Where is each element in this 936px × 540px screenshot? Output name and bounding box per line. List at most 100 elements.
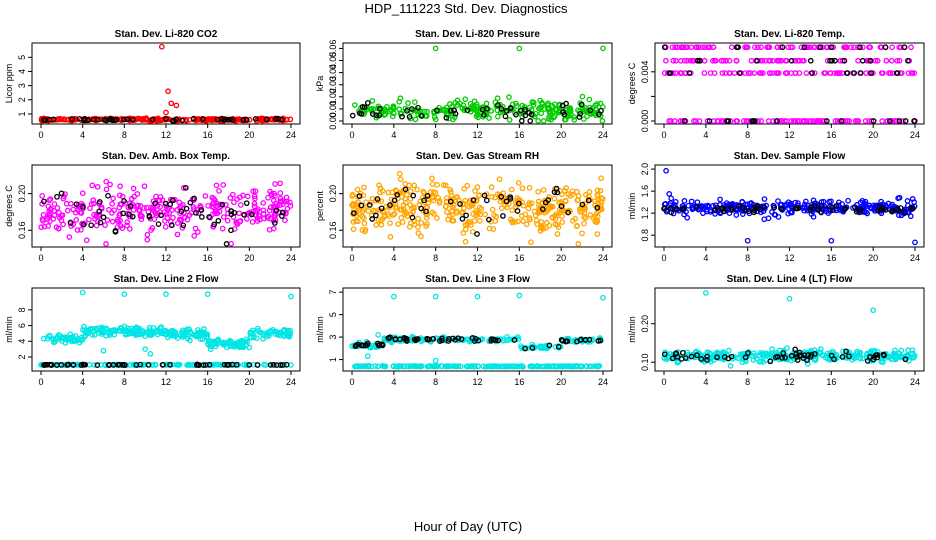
data-point bbox=[219, 201, 226, 208]
data-point bbox=[573, 223, 580, 230]
data-point bbox=[424, 193, 431, 199]
data-point bbox=[62, 191, 68, 197]
data-point bbox=[54, 334, 61, 340]
data-point bbox=[272, 213, 278, 219]
data-point bbox=[886, 118, 893, 124]
data-point bbox=[599, 118, 606, 124]
data-point bbox=[407, 202, 414, 208]
x-axis-label: Hour of Day (UTC) bbox=[414, 519, 522, 534]
data-point bbox=[107, 181, 113, 188]
data-point bbox=[464, 107, 471, 114]
data-point bbox=[678, 356, 685, 362]
data-point bbox=[365, 208, 372, 214]
data-point bbox=[54, 193, 60, 200]
data-point bbox=[150, 207, 157, 214]
data-point bbox=[257, 329, 264, 336]
data-point bbox=[666, 191, 673, 197]
data-point bbox=[491, 363, 498, 369]
data-point bbox=[287, 199, 293, 206]
data-point bbox=[578, 336, 584, 343]
data-point bbox=[180, 185, 187, 191]
data-point bbox=[520, 218, 527, 225]
data-point bbox=[170, 214, 176, 221]
data-point bbox=[785, 210, 791, 217]
data-point bbox=[379, 342, 386, 349]
data-point bbox=[450, 217, 457, 224]
data-point bbox=[498, 205, 505, 211]
data-point bbox=[390, 293, 397, 300]
y-tick-label: 5 bbox=[328, 312, 338, 317]
data-point bbox=[67, 220, 74, 226]
x-tick-label: 12 bbox=[472, 253, 482, 263]
data-point bbox=[60, 195, 67, 202]
x-tick-label: 12 bbox=[161, 253, 171, 263]
data-point bbox=[359, 103, 366, 110]
data-point bbox=[269, 326, 276, 333]
data-point bbox=[868, 348, 875, 354]
data-point bbox=[724, 118, 730, 124]
data-point bbox=[752, 44, 758, 51]
data-point bbox=[241, 212, 247, 218]
data-point bbox=[526, 110, 533, 116]
data-point bbox=[170, 197, 176, 204]
data-point bbox=[126, 226, 133, 232]
data-point bbox=[824, 44, 831, 51]
data-point bbox=[191, 233, 198, 239]
panel-title: Stan. Dev. Amb. Box Temp. bbox=[102, 151, 230, 162]
data-point bbox=[370, 207, 377, 214]
data-point bbox=[750, 352, 756, 359]
data-point bbox=[121, 116, 127, 123]
data-point bbox=[579, 93, 586, 100]
data-point bbox=[717, 196, 723, 203]
data-point bbox=[681, 198, 688, 204]
y-tick-label: 4 bbox=[17, 69, 27, 74]
data-point bbox=[559, 102, 566, 109]
data-point bbox=[498, 193, 505, 200]
y-tick-label: 0.04 bbox=[328, 64, 338, 82]
y-axis-label: ml/min bbox=[4, 316, 14, 343]
data-point bbox=[432, 45, 439, 52]
data-point bbox=[447, 101, 453, 107]
data-point bbox=[545, 100, 551, 107]
data-point bbox=[829, 57, 835, 64]
data-point bbox=[443, 114, 450, 121]
data-point bbox=[463, 212, 470, 219]
data-point bbox=[162, 327, 169, 334]
data-point bbox=[782, 57, 789, 64]
data-point bbox=[50, 216, 57, 222]
data-point bbox=[807, 118, 813, 124]
data-point bbox=[396, 170, 403, 177]
data-point bbox=[158, 324, 165, 330]
data-point bbox=[828, 44, 834, 51]
data-point bbox=[572, 215, 579, 222]
data-point bbox=[412, 337, 419, 344]
data-point bbox=[845, 197, 851, 204]
data-point bbox=[103, 186, 110, 193]
data-point bbox=[199, 214, 205, 220]
data-point bbox=[486, 225, 493, 232]
data-point bbox=[767, 70, 773, 76]
data-point bbox=[694, 199, 701, 206]
x-tick-label: 24 bbox=[598, 253, 608, 263]
panel-title: Stan. Dev. Line 4 (LT) Flow bbox=[727, 274, 853, 285]
data-point bbox=[586, 188, 593, 195]
data-point bbox=[465, 363, 471, 370]
data-point bbox=[688, 353, 695, 360]
data-point bbox=[719, 70, 726, 76]
data-point bbox=[559, 202, 566, 209]
data-point bbox=[776, 118, 783, 124]
data-point bbox=[488, 108, 495, 114]
data-point bbox=[780, 350, 787, 356]
y-tick-label: 0.03 bbox=[328, 76, 338, 94]
data-point bbox=[776, 347, 783, 354]
data-point bbox=[779, 44, 786, 51]
data-point bbox=[375, 331, 381, 338]
data-point bbox=[546, 342, 553, 349]
data-point bbox=[893, 354, 900, 360]
data-point bbox=[216, 188, 222, 194]
data-point bbox=[808, 70, 815, 76]
data-point bbox=[434, 215, 440, 221]
y-axis-label: degrees C bbox=[627, 62, 637, 104]
data-point bbox=[223, 241, 230, 247]
